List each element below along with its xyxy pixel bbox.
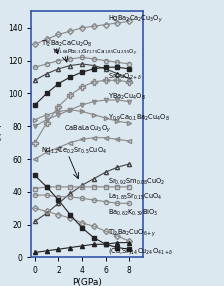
Text: SrCuO$_{2+\delta}$: SrCuO$_{2+\delta}$ (108, 72, 142, 82)
Text: CaBaLaCu$_3$O$_y$: CaBaLaCu$_3$O$_y$ (64, 124, 112, 135)
Text: (Ca,Sr)$_{14}$Cu$_{24}$O$_{41+\delta}$: (Ca,Sr)$_{14}$Cu$_{24}$O$_{41+\delta}$ (108, 246, 174, 256)
Text: Tl$_2$Ba$_2$CaCu$_2$O$_8$: Tl$_2$Ba$_2$CaCu$_2$O$_8$ (41, 39, 93, 49)
Text: La$_{1.85}$Sr$_{0.15}$CuO$_4$: La$_{1.85}$Sr$_{0.15}$CuO$_4$ (108, 192, 163, 202)
Text: Ba$_{0.62}$K$_{0.39}$BiO$_3$: Ba$_{0.62}$K$_{0.39}$BiO$_3$ (108, 208, 158, 218)
Text: Bi$_{1.68}$Pb$_{0.32}$Sr$_{1.75}$Ca$_{1.85}$Cu$_{2.95}$O$_y$: Bi$_{1.68}$Pb$_{0.32}$Sr$_{1.75}$Ca$_{1.… (53, 47, 137, 57)
Text: Sr$_{0.92}$Sm$_{0.08}$CuO$_2$: Sr$_{0.92}$Sm$_{0.08}$CuO$_2$ (108, 177, 165, 187)
Text: YBa$_2$Cu$_4$O$_8$: YBa$_2$Cu$_4$O$_8$ (108, 92, 146, 102)
Y-axis label: T$_c$(K): T$_c$(K) (0, 123, 5, 146)
Text: Tl$_2$Ba$_2$CuO$_{6+y}$: Tl$_2$Ba$_2$CuO$_{6+y}$ (108, 227, 157, 239)
X-axis label: P(GPa): P(GPa) (72, 278, 102, 286)
Text: Nd$_{1.2}$Ce$_{0.2}$Sr$_{0.5}$CuO$_4$: Nd$_{1.2}$Ce$_{0.2}$Sr$_{0.5}$CuO$_4$ (41, 146, 107, 156)
Text: Y$_{0.9}$Ca$_{0.1}$Ba$_2$Cu$_4$O$_8$: Y$_{0.9}$Ca$_{0.1}$Ba$_2$Cu$_4$O$_8$ (108, 113, 170, 123)
Text: HgBa$_2$Ca$_2$Cu$_3$O$_y$: HgBa$_2$Ca$_2$Cu$_3$O$_y$ (108, 13, 163, 25)
